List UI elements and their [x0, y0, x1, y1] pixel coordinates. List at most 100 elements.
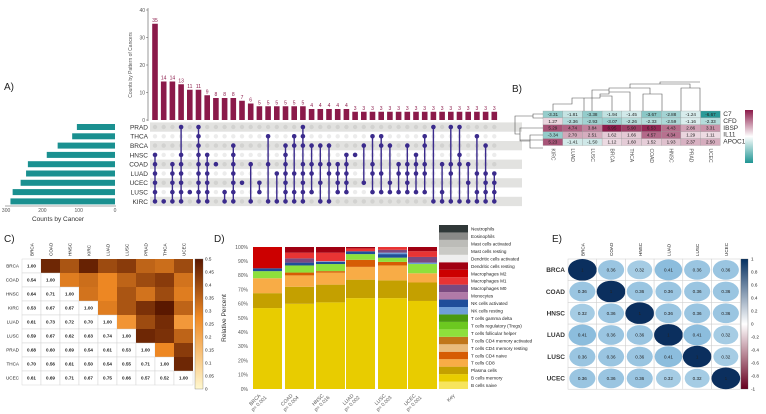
key-item-label: NK cells resting [471, 309, 503, 314]
inactive-dot [492, 143, 497, 148]
active-dot [387, 189, 393, 195]
inactive-dot [222, 152, 227, 158]
active-dot [231, 180, 236, 186]
sample-label: HNSCp= 0.016 [309, 391, 331, 413]
key-item-label: Dendritic cells resting [471, 264, 515, 269]
heatmap-cell [117, 301, 136, 315]
correlation-value: 0.36 [607, 267, 616, 272]
active-dot [326, 199, 332, 204]
active-dot [405, 161, 410, 167]
heatmap-cell [98, 273, 117, 287]
correlation-circle [655, 303, 682, 324]
heatmap-cell [174, 259, 193, 273]
key-item-label: Eosinophils [471, 234, 495, 239]
inactive-dot [274, 152, 279, 158]
key-swatch [439, 269, 468, 278]
inactive-dot [405, 124, 410, 130]
stacked-segment-t-cells-follicular-helper [253, 271, 282, 279]
active-dot [170, 189, 175, 195]
inactive-dot [344, 199, 349, 204]
set-size-bar [27, 161, 116, 168]
y-tick-label: 40 [139, 8, 145, 14]
set-x-tick-label: 100 [75, 208, 84, 214]
sample-label: COADp= 0.004 [278, 391, 300, 413]
heatmap-value: 4.43 [667, 126, 676, 131]
colorbar [745, 110, 753, 163]
active-dot [396, 171, 401, 176]
set-x-tick-label: 200 [38, 208, 47, 214]
correlation-value: 1 [667, 333, 670, 338]
inactive-dot [492, 152, 497, 158]
colorbar-tick-label: 0.5 [205, 257, 212, 262]
heatmap-value: 4.74 [568, 126, 577, 131]
correlation-value: 0.32 [693, 376, 702, 381]
active-dot [465, 180, 471, 186]
stacked-segment-nk-cells-resting [316, 261, 345, 262]
intersection-bar [213, 98, 219, 120]
stacked-segment-macrophages-m1 [346, 248, 375, 252]
column-label: HNSC [68, 242, 73, 256]
active-dot [335, 171, 341, 176]
stacked-segment-t-cells-cd8 [378, 265, 407, 281]
inactive-dot [492, 124, 497, 130]
intersection-bar [352, 111, 358, 120]
heatmap-value: -1.41 [567, 140, 578, 145]
correlation-value: 1.00 [46, 278, 55, 283]
inactive-dot [492, 134, 497, 139]
inactive-dot [274, 134, 279, 139]
active-dot [265, 134, 271, 139]
column-label: HNSC [638, 242, 643, 256]
active-dot [196, 199, 201, 204]
set-size-bar [57, 142, 115, 149]
heatmap-value: 3.84 [588, 126, 597, 131]
correlation-value: 0.54 [84, 348, 93, 353]
inactive-dot [439, 124, 445, 130]
inactive-dot [239, 189, 245, 195]
active-dot [335, 189, 341, 195]
active-dot [178, 161, 184, 167]
correlation-value: 0.67 [46, 334, 55, 339]
inactive-dot [439, 134, 445, 139]
key-item-label: Macrophages M2 [471, 271, 507, 276]
inactive-dot [352, 134, 358, 139]
correlation-value: 0.71 [65, 376, 74, 381]
correlation-circle [596, 280, 626, 303]
active-dot [170, 161, 175, 167]
intersection-bar [404, 111, 411, 120]
colorbar-tick-label: 1 [751, 257, 754, 262]
active-dot [187, 189, 193, 195]
key-swatch [439, 307, 468, 315]
heatmap-value: 1.66 [627, 133, 636, 138]
stacked-segment-macrophages-m0 [285, 258, 314, 263]
heatmap-value: 5.23 [548, 140, 557, 145]
correlation-value: 0.36 [578, 289, 587, 294]
key-swatch [439, 225, 468, 233]
intersection-count-label: 5 [267, 100, 270, 106]
correlation-value: 0.36 [693, 311, 702, 316]
inactive-dot [413, 143, 419, 148]
intersection-bar [256, 106, 263, 120]
row-label: PRAD [6, 348, 19, 353]
correlation-value: 0.53 [27, 306, 36, 311]
correlation-value: 0.36 [578, 376, 587, 381]
active-dot [378, 189, 384, 195]
intersection-bar [369, 111, 376, 120]
intersection-count-label: 5 [302, 100, 305, 106]
active-dot [196, 152, 201, 158]
stacked-segment-t-cells-cd8 [346, 266, 375, 280]
inactive-dot [170, 134, 175, 139]
heatmap-cell [136, 301, 155, 315]
inactive-dot [222, 171, 227, 176]
row-label: LUSC [7, 334, 20, 339]
active-dot [370, 134, 375, 139]
colorbar [194, 258, 204, 390]
inactive-dot [396, 199, 401, 204]
row-dendrogram [514, 113, 543, 149]
sample-label: LUSCp= 0.003 [371, 391, 393, 413]
key-item-label: T cells CD4 memory activated [471, 338, 533, 343]
inactive-dot [439, 152, 445, 158]
intersection-count-label: 11 [196, 84, 201, 90]
correlation-value: 1.00 [84, 306, 93, 311]
intersection-count-label: 14 [161, 76, 167, 82]
